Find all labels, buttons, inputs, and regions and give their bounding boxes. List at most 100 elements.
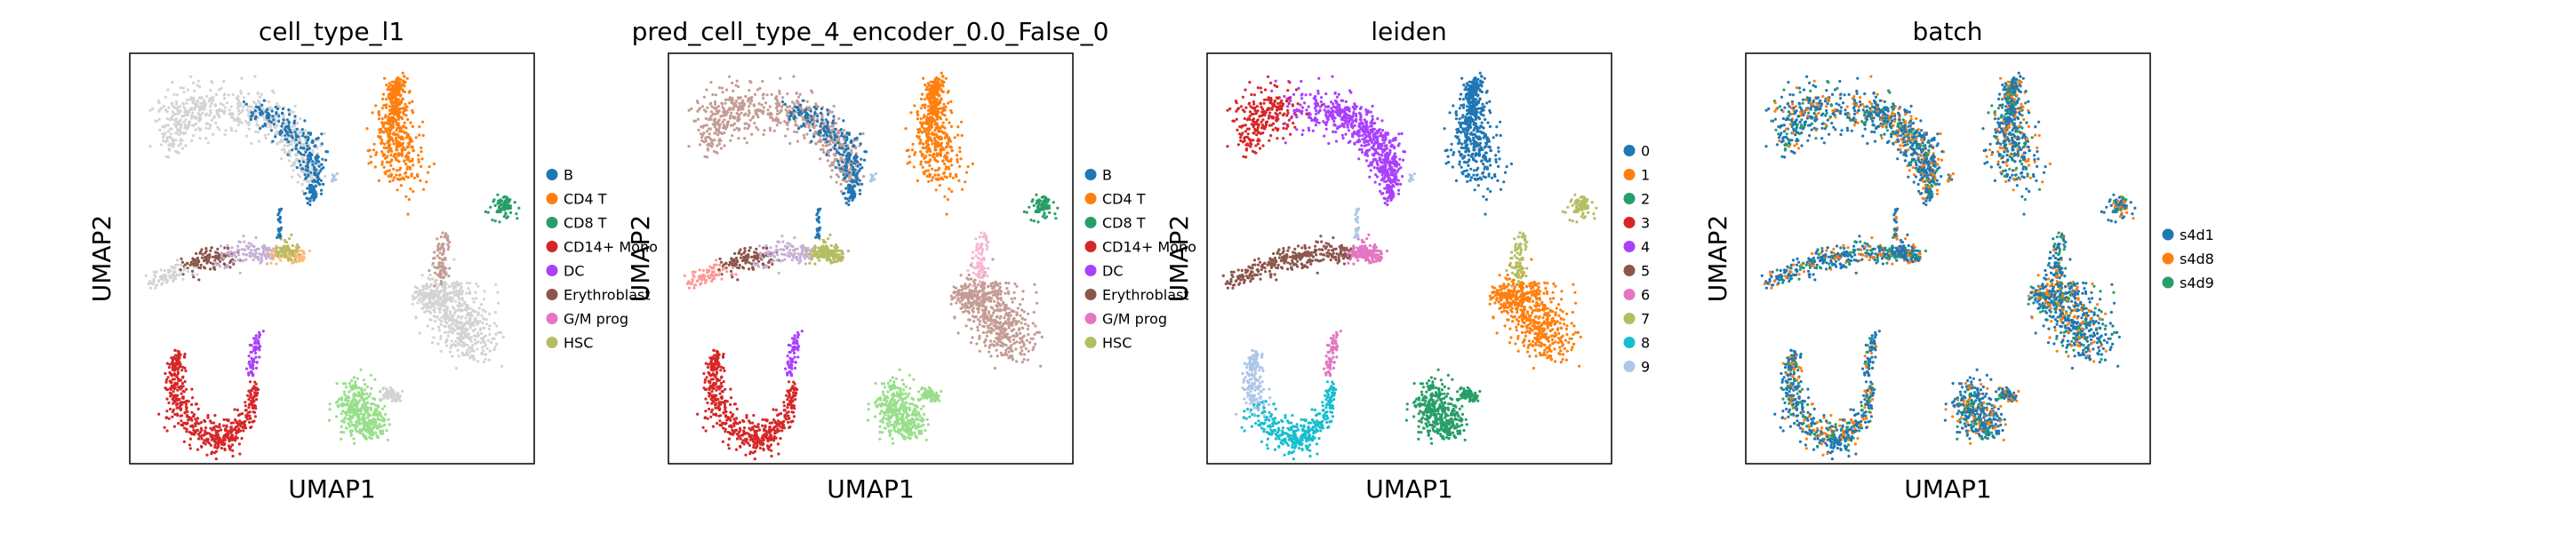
scatter-point	[184, 118, 188, 122]
scatter-point	[185, 406, 188, 410]
scatter-point	[258, 95, 261, 99]
scatter-point	[430, 303, 434, 306]
scatter-point	[404, 171, 408, 174]
scatter-point	[735, 126, 739, 130]
scatter-point	[746, 127, 749, 131]
scatter-point	[181, 101, 185, 106]
scatter-point	[439, 235, 443, 239]
scatter-point	[787, 120, 790, 123]
scatter-point	[204, 126, 208, 130]
scatter-point	[480, 314, 484, 317]
scatter-point	[196, 417, 200, 420]
scatter-point	[363, 409, 366, 412]
scatter-point	[405, 134, 409, 138]
scatter-point	[412, 148, 415, 153]
scatter-point	[464, 327, 468, 330]
scatter-point	[240, 421, 244, 426]
scatter-point	[370, 402, 373, 406]
scatter-point	[202, 259, 205, 263]
scatter-point	[205, 259, 209, 263]
scatter-point	[819, 157, 822, 161]
scatter-point	[460, 297, 464, 300]
panel-title: cell_type_l1	[259, 17, 404, 46]
scatter-point	[175, 375, 179, 378]
scatter-point	[204, 247, 208, 251]
scatter-point	[403, 84, 406, 88]
scatter-point	[435, 278, 438, 282]
scatter-point	[445, 308, 449, 312]
scatter-point	[179, 404, 182, 408]
scatter-point	[234, 434, 237, 439]
scatter-point	[190, 402, 194, 407]
scatter-point	[218, 128, 221, 131]
scatter-point	[345, 410, 348, 414]
scatter-point	[748, 89, 751, 92]
scatter-point	[775, 112, 780, 115]
scatter-point	[236, 99, 240, 102]
scatter-point	[212, 451, 216, 455]
scatter-point	[854, 173, 858, 177]
scatter-point	[448, 240, 452, 244]
scatter-point	[433, 251, 436, 254]
scatter-point	[811, 123, 814, 126]
scatter-point	[418, 297, 421, 300]
scatter-point	[748, 102, 752, 106]
scatter-point	[267, 99, 270, 104]
scatter-point	[236, 107, 240, 110]
scatter-point	[813, 112, 817, 115]
scatter-point	[796, 107, 800, 111]
scatter-point	[260, 256, 263, 259]
scatter-point	[940, 137, 943, 140]
scatter-point	[352, 437, 356, 441]
scatter-point	[914, 151, 917, 155]
scatter-point	[392, 142, 396, 146]
scatter-point	[171, 115, 174, 118]
scatter-point	[375, 151, 379, 155]
scatter-point	[191, 99, 195, 102]
scatter-point	[380, 407, 384, 410]
scatter-point	[183, 110, 187, 114]
scatter-point	[494, 332, 498, 336]
scatter-point	[700, 105, 705, 108]
scatter-point	[735, 79, 739, 83]
scatter-point	[287, 143, 291, 147]
scatter-point	[223, 97, 227, 100]
scatter-point	[849, 167, 852, 171]
scatter-point	[385, 396, 389, 400]
scatter-point	[414, 316, 418, 320]
scatter-point	[703, 123, 707, 127]
scatter-point	[227, 93, 230, 97]
scatter-point	[426, 171, 430, 174]
scatter-point	[420, 274, 424, 277]
scatter-point	[248, 420, 252, 424]
scatter-point	[412, 163, 415, 167]
scatter-point	[249, 370, 252, 374]
scatter-point	[397, 160, 401, 163]
scatter-point	[360, 386, 364, 390]
scatter-point	[740, 111, 743, 115]
scatter-point	[188, 263, 192, 266]
scatter-point	[227, 265, 230, 268]
scatter-point	[186, 88, 190, 91]
scatter-point	[386, 127, 390, 131]
scatter-point	[479, 327, 483, 330]
scatter-point	[276, 234, 281, 237]
scatter-point	[254, 236, 258, 240]
scatter-point	[189, 431, 193, 434]
scatter-point	[725, 125, 729, 129]
scatter-point	[271, 115, 275, 118]
scatter-point	[347, 422, 350, 426]
scatter-point	[834, 143, 837, 147]
scatter-point	[369, 408, 373, 412]
scatter-point	[297, 150, 300, 154]
scatter-point	[367, 148, 372, 152]
scatter-point	[808, 129, 812, 132]
scatter-point	[186, 261, 189, 265]
scatter-point	[320, 132, 324, 136]
scatter-point	[172, 355, 176, 359]
scatter-point	[215, 263, 219, 266]
scatter-point	[497, 330, 500, 334]
scatter-point	[454, 309, 458, 313]
scatter-point	[232, 262, 236, 266]
scatter-point	[735, 111, 739, 115]
